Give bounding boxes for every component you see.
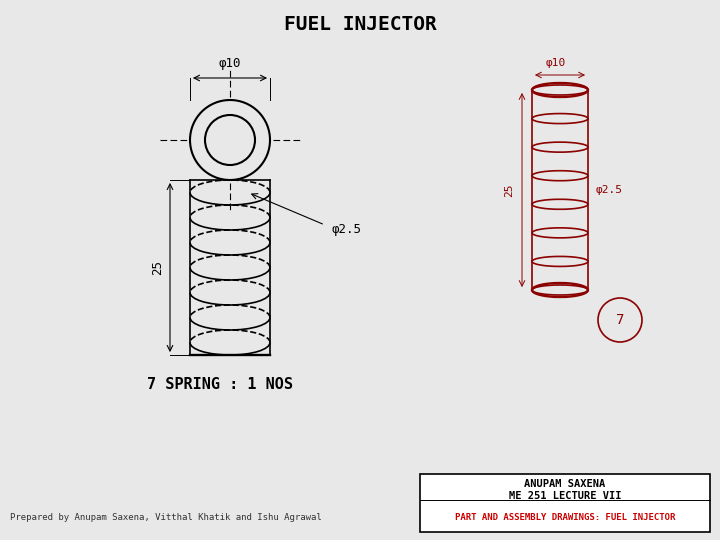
Text: φ2.5: φ2.5 <box>332 224 362 237</box>
Text: Prepared by Anupam Saxena, Vitthal Khatik and Ishu Agrawal: Prepared by Anupam Saxena, Vitthal Khati… <box>10 513 322 522</box>
Text: φ10: φ10 <box>546 58 566 68</box>
Text: ME 251 LECTURE VII: ME 251 LECTURE VII <box>509 491 621 501</box>
Text: FUEL INJECTOR: FUEL INJECTOR <box>284 16 436 35</box>
Text: 7 SPRING : 1 NOS: 7 SPRING : 1 NOS <box>147 377 293 392</box>
Text: 25: 25 <box>504 183 514 197</box>
Text: φ2.5: φ2.5 <box>596 185 623 195</box>
Text: 25: 25 <box>151 260 164 275</box>
Text: ANUPAM SAXENA: ANUPAM SAXENA <box>524 479 606 489</box>
FancyBboxPatch shape <box>420 474 710 532</box>
Text: 7: 7 <box>616 313 624 327</box>
Text: PART AND ASSEMBLY DRAWINGS: FUEL INJECTOR: PART AND ASSEMBLY DRAWINGS: FUEL INJECTO… <box>455 512 675 522</box>
Text: φ10: φ10 <box>219 57 241 70</box>
